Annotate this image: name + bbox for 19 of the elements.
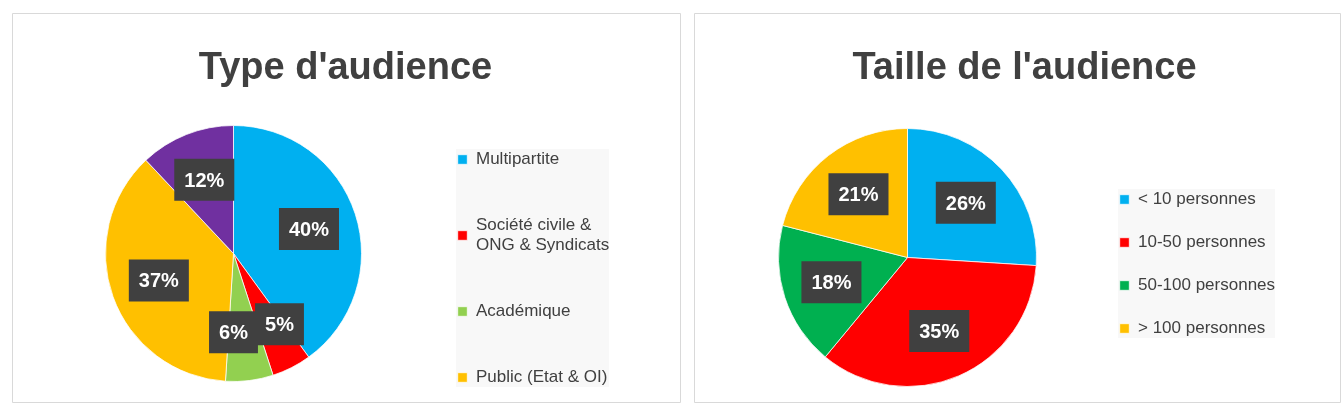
data-label: 12% (184, 168, 225, 191)
legend-label: Société civile & ONG & Syndicats (476, 215, 610, 255)
data-label: 37% (138, 269, 180, 292)
data-label: 5% (265, 313, 295, 336)
data-label: 35% (919, 319, 960, 342)
legend-label: Académique (476, 301, 571, 321)
data-label: 40% (288, 217, 330, 240)
legend-label: < 10 personnes (1138, 189, 1256, 209)
legend-label: > 100 personnes (1138, 318, 1266, 338)
data-label: 18% (811, 271, 852, 294)
data-label: 26% (945, 191, 987, 214)
legend-label: 10-50 personnes (1138, 232, 1266, 252)
legend-label: Multipartite (476, 149, 560, 169)
data-label: 6% (219, 321, 249, 344)
chart-title: Type d'audience (198, 44, 493, 87)
chart-title: Taille de l'audience (852, 44, 1197, 87)
data-label: 21% (838, 183, 879, 206)
legend-label: 50-100 personnes (1138, 275, 1276, 295)
legend-label: Public (Etat & OI) (476, 367, 608, 387)
